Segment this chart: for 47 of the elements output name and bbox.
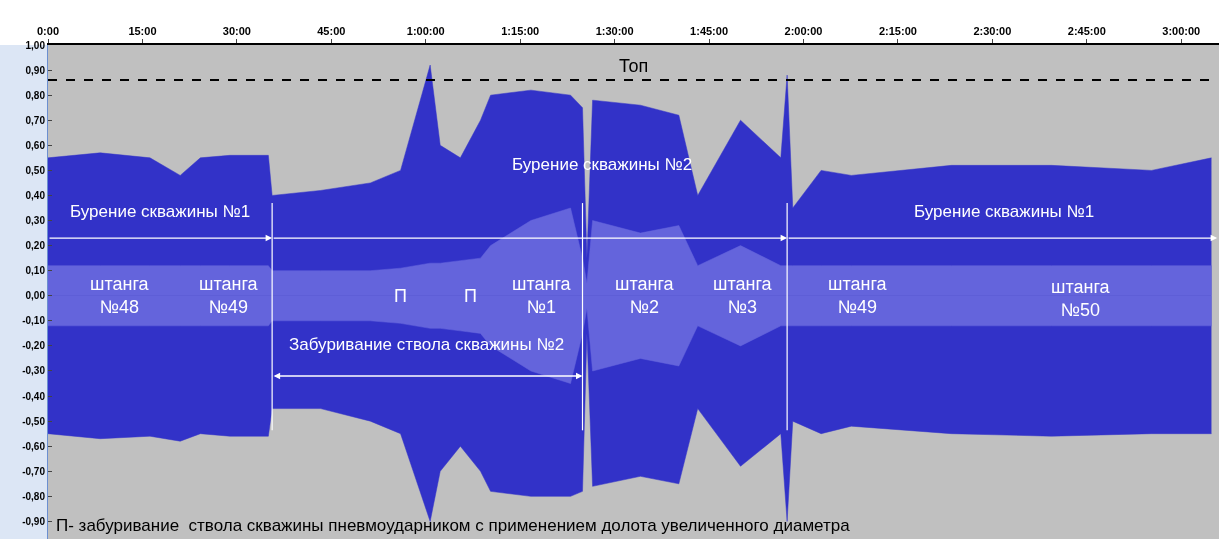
- y-tick-label: 0,50: [25, 164, 46, 176]
- y-tick-label: -0,90: [22, 515, 46, 527]
- annotation: штанга №48: [90, 274, 150, 318]
- y-tick-label: 0,60: [25, 139, 46, 151]
- x-tick-label: 1:30:00: [595, 24, 634, 37]
- x-tick-label: 3:00:00: [1162, 24, 1201, 37]
- y-tick-label: -0,10: [22, 315, 46, 327]
- x-tick-label: 0:00: [36, 24, 60, 37]
- annotation: штанга №49: [828, 274, 888, 318]
- x-tick-label: 45:00: [317, 24, 346, 37]
- y-tick-label: 0,80: [25, 89, 46, 101]
- y-tick-label: 0,40: [25, 189, 46, 201]
- x-tick-label: 1:00:00: [406, 24, 445, 37]
- y-tick-label: -0,50: [22, 415, 46, 427]
- annotation: штанга №2: [615, 274, 675, 318]
- y-tick-label: 0,10: [25, 265, 46, 277]
- annotation: штанга №50: [1051, 277, 1111, 321]
- annotation: П: [394, 286, 407, 306]
- x-tick-label: 2:30:00: [973, 24, 1012, 37]
- y-tick-label: -0,60: [22, 440, 46, 452]
- x-tick-label: 15:00: [128, 24, 157, 37]
- y-tick-label: 0,70: [25, 114, 46, 126]
- y-tick-label: 0,00: [25, 290, 46, 302]
- y-tick-label: 0,20: [25, 240, 46, 252]
- x-tick-label: 30:00: [222, 24, 251, 37]
- y-tick-label: -0,30: [22, 365, 46, 377]
- y-tick-label: -0,40: [22, 390, 46, 402]
- x-tick-label: 1:15:00: [501, 24, 540, 37]
- annotation: штанга №1: [512, 274, 572, 318]
- x-tick-label: 2:45:00: [1067, 24, 1106, 37]
- y-tick-label: -0,70: [22, 465, 46, 477]
- x-tick-label: 2:00:00: [784, 24, 823, 37]
- x-tick-label: 2:15:00: [878, 24, 917, 37]
- y-tick-label: 1,00: [25, 39, 46, 51]
- y-tick-label: 0,90: [25, 64, 46, 76]
- y-tick-label: -0,80: [22, 490, 46, 502]
- y-tick-label: 0,30: [25, 215, 46, 227]
- annotation: Забуривание ствола скважины №2: [289, 335, 565, 354]
- ref-line-label: Топ: [619, 56, 649, 76]
- annotation: П- забуривание ствола скважины пневмоударником с применением долота увеличенного диаметра: [56, 516, 851, 535]
- annotation: Бурение скважины №1: [70, 202, 251, 221]
- x-tick-label: 1:45:00: [690, 24, 729, 37]
- annotation: штанга №3: [713, 274, 773, 318]
- y-tick-label: -0,20: [22, 340, 46, 352]
- annotation: П: [464, 286, 477, 306]
- annotation: штанга №49: [199, 274, 259, 318]
- annotation: Бурение скважины №1: [914, 202, 1095, 221]
